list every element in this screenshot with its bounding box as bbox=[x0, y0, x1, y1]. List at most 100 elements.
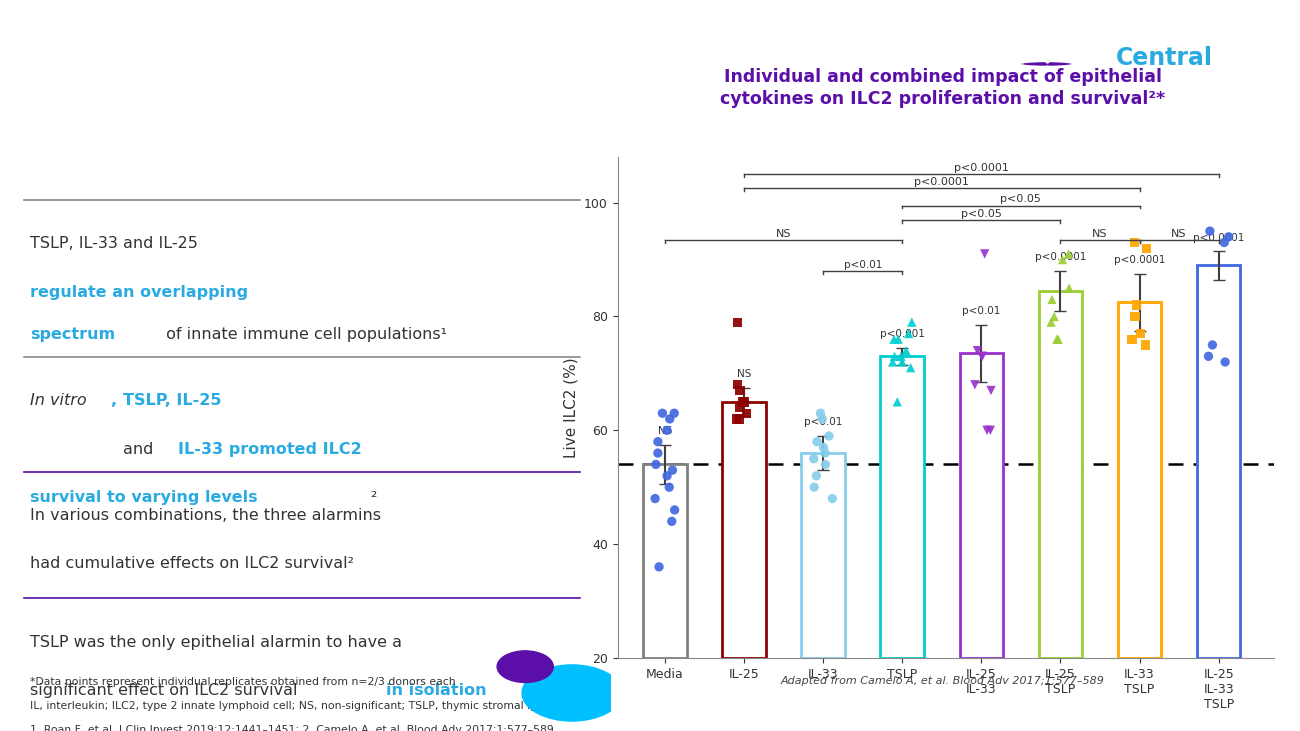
Point bbox=[892, 356, 913, 368]
Text: NS: NS bbox=[1171, 229, 1187, 238]
Text: p<0.05: p<0.05 bbox=[961, 208, 1002, 219]
Text: NS: NS bbox=[1092, 229, 1108, 238]
Text: p<0.0001: p<0.0001 bbox=[954, 163, 1009, 173]
Circle shape bbox=[1018, 61, 1075, 67]
Text: p<0.0001: p<0.0001 bbox=[914, 178, 970, 187]
Point bbox=[884, 350, 905, 362]
Point bbox=[803, 481, 824, 493]
Point bbox=[806, 436, 827, 447]
Point bbox=[1058, 282, 1079, 294]
Text: NS: NS bbox=[776, 229, 792, 238]
Text: Epi: Epi bbox=[1072, 45, 1114, 69]
Bar bbox=[801, 453, 845, 658]
Text: had cumulative effects on ILC2 survival²: had cumulative effects on ILC2 survival² bbox=[30, 556, 354, 571]
Bar bbox=[1118, 302, 1161, 658]
Point bbox=[1041, 294, 1062, 306]
Point bbox=[888, 333, 909, 345]
Point bbox=[659, 481, 680, 493]
Point bbox=[649, 561, 670, 572]
Point bbox=[656, 425, 677, 436]
Text: p<0.0001: p<0.0001 bbox=[1035, 252, 1085, 262]
Point bbox=[1130, 327, 1150, 339]
Point bbox=[1214, 356, 1235, 368]
Point bbox=[736, 407, 757, 419]
Text: Adapted from Camelo A, et al. Blood Adv 2017;1:577–589: Adapted from Camelo A, et al. Blood Adv … bbox=[780, 676, 1105, 686]
Text: cytokines on ILC2 proliferation and survival²*: cytokines on ILC2 proliferation and surv… bbox=[720, 90, 1165, 107]
Text: NS: NS bbox=[737, 369, 751, 379]
Point bbox=[822, 493, 842, 504]
Point bbox=[819, 430, 840, 442]
Point bbox=[1124, 237, 1145, 249]
Text: UNDERSTANDING THE CENTRAL ROLE OF THE
EPITHELIUM IN SEVERE ASTHMA AND BEYOND: UNDERSTANDING THE CENTRAL ROLE OF THE EP… bbox=[1072, 86, 1248, 106]
Point bbox=[815, 458, 836, 470]
Text: Individual and combined impact of epithelial: Individual and combined impact of epithe… bbox=[724, 68, 1161, 86]
Point bbox=[803, 453, 824, 465]
Bar bbox=[723, 402, 766, 658]
Point bbox=[727, 379, 747, 390]
Point bbox=[727, 317, 747, 328]
Point bbox=[901, 317, 922, 328]
Point bbox=[659, 413, 680, 425]
Text: regulate an overlapping: regulate an overlapping bbox=[30, 285, 248, 300]
Bar bbox=[644, 464, 686, 658]
Point bbox=[1124, 311, 1145, 322]
Text: in inflammation¹²: in inflammation¹² bbox=[29, 90, 233, 110]
Text: ²: ² bbox=[370, 490, 377, 505]
Text: in isolation: in isolation bbox=[386, 683, 486, 698]
Point bbox=[647, 447, 668, 459]
Point bbox=[1122, 333, 1143, 345]
Circle shape bbox=[497, 651, 554, 683]
Point bbox=[1046, 333, 1067, 345]
Point bbox=[1058, 248, 1079, 260]
Point bbox=[810, 407, 831, 419]
Point bbox=[972, 350, 993, 362]
Point bbox=[645, 493, 666, 504]
Bar bbox=[1039, 291, 1082, 658]
Point bbox=[664, 504, 685, 516]
Point bbox=[974, 248, 995, 260]
Text: In vitro: In vitro bbox=[30, 393, 87, 409]
Bar bbox=[959, 354, 1004, 658]
Point bbox=[898, 327, 919, 339]
Text: p<0.0001: p<0.0001 bbox=[1114, 255, 1165, 265]
Point bbox=[965, 379, 985, 390]
Point bbox=[729, 385, 750, 396]
Point bbox=[883, 356, 903, 368]
Text: p<0.01: p<0.01 bbox=[803, 417, 842, 428]
Circle shape bbox=[523, 665, 621, 721]
Point bbox=[806, 470, 827, 482]
Text: of innate immune cell populations¹: of innate immune cell populations¹ bbox=[161, 327, 447, 342]
Text: p<0.0001: p<0.0001 bbox=[1193, 232, 1244, 243]
Point bbox=[729, 413, 750, 425]
Point bbox=[732, 396, 753, 408]
Point bbox=[812, 442, 833, 453]
Text: IL, interleukin; ILC2, type 2 innate lymphoid cell; NS, non-significant; TSLP, t: IL, interleukin; ILC2, type 2 innate lym… bbox=[30, 701, 606, 711]
Point bbox=[980, 385, 1001, 396]
Text: Epithelial alarmins have distinct but overlapping roles: Epithelial alarmins have distinct but ov… bbox=[29, 44, 670, 64]
Point bbox=[1200, 225, 1221, 237]
Point bbox=[653, 407, 673, 419]
Point bbox=[967, 345, 988, 357]
Point bbox=[1199, 350, 1219, 362]
Point bbox=[647, 436, 668, 447]
Point bbox=[1048, 333, 1069, 345]
Point bbox=[1126, 299, 1147, 311]
Text: ²: ² bbox=[526, 683, 533, 698]
Point bbox=[811, 413, 832, 425]
Text: spectrum: spectrum bbox=[30, 327, 114, 342]
Text: TSLP, IL-25: TSLP, IL-25 bbox=[122, 393, 221, 409]
Point bbox=[887, 396, 907, 408]
Point bbox=[1214, 237, 1235, 249]
Point bbox=[1041, 317, 1062, 328]
Point bbox=[727, 413, 747, 425]
Text: *Data points represent individual replicates obtained from n=2/3 donors each: *Data points represent individual replic… bbox=[30, 677, 455, 686]
Point bbox=[662, 464, 683, 476]
Point bbox=[976, 425, 997, 436]
Text: Central: Central bbox=[1115, 45, 1213, 69]
Point bbox=[1135, 339, 1156, 351]
Point bbox=[646, 458, 667, 470]
Text: IL-33 promoted ILC2: IL-33 promoted ILC2 bbox=[178, 442, 361, 457]
Text: 1. Roan F, et al. J Clin Invest 2019;12:1441–1451; 2. Camelo A, et al. Blood Adv: 1. Roan F, et al. J Clin Invest 2019;12:… bbox=[30, 725, 554, 731]
Point bbox=[971, 350, 992, 362]
Text: p<0.01: p<0.01 bbox=[962, 306, 1001, 317]
